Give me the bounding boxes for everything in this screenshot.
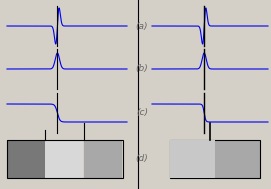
Bar: [7, 140, 123, 178]
Bar: [170, 140, 215, 178]
Text: (a): (a): [136, 22, 148, 30]
Bar: [84, 140, 122, 178]
Bar: [170, 140, 260, 178]
Text: (d): (d): [136, 154, 149, 163]
Text: (b): (b): [136, 64, 149, 74]
Text: (c): (c): [136, 108, 148, 118]
Bar: [7, 140, 45, 178]
Bar: [45, 140, 83, 178]
